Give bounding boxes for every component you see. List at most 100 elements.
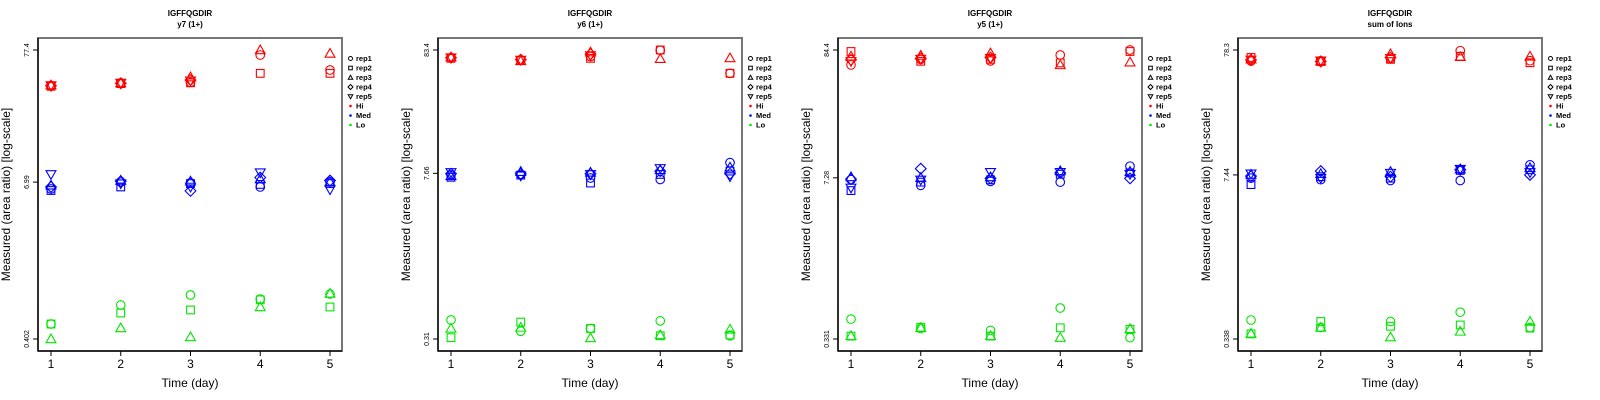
data-point-hi-rep3 [1054,58,1067,70]
panel-subtitle: y7 (1+) [177,20,203,29]
data-point-hi-rep1 [1125,45,1135,55]
data-point-med-rep5 [654,164,667,175]
data-point-lo-rep3 [1245,327,1257,338]
data-point-lo-rep3 [724,323,736,334]
y-axis-label: Measured (area ratio) [log-scale] [799,108,813,281]
data-point-lo-rep1 [655,316,666,326]
legend-triangle-down-icon [347,94,354,100]
data-point-hi-rep5 [1245,55,1257,66]
data-point-lo-rep3 [1454,325,1467,336]
data-point-med-rep2 [916,177,926,187]
legend-label: rep4 [1556,83,1573,92]
data-point-hi-rep1 [725,68,735,79]
data-point-med-rep4 [184,184,197,198]
data-point-hi-rep1 [846,60,856,70]
legend-dot-icon [749,104,752,108]
x-tick-label: 5 [1127,357,1134,371]
data-point-med-rep5 [1524,168,1536,179]
data-point-hi-rep3 [845,50,857,61]
x-tick-label: 4 [657,357,664,371]
legend-dot-icon [1149,114,1152,117]
data-point-hi-rep3 [445,51,457,62]
legend-diamond-icon [1547,83,1554,91]
data-point-med-rep3 [1524,161,1536,173]
data-point-lo-rep2 [446,333,456,343]
data-point-med-rep2 [846,186,856,195]
legend-diamond-icon [747,83,754,91]
data-point-hi-rep5 [445,53,457,64]
data-point-hi-rep3 [114,77,127,88]
legend-label: Lo [1156,121,1166,130]
panel-subtitle: sum of Ions [1368,20,1413,29]
data-point-hi-rep3 [1124,56,1136,67]
x-tick-label: 2 [517,357,524,371]
legend-label: rep5 [1156,92,1172,101]
legend-label: rep1 [1556,54,1572,63]
data-point-hi-rep2 [586,53,595,63]
data-point-hi-rep1 [1455,45,1466,56]
data-point-hi-rep5 [584,51,597,62]
data-point-lo-rep3 [584,331,597,343]
legend-label: rep5 [1556,92,1572,101]
data-point-hi-rep2 [725,68,735,78]
data-point-lo-rep3 [1314,321,1327,332]
data-point-med-rep5 [724,172,736,183]
data-point-med-rep4 [1244,169,1258,183]
legend-triangle-down-icon [1547,94,1554,100]
data-point-hi-rep5 [845,57,857,68]
y-axis-label: Measured (area ratio) [log-scale] [1199,108,1213,281]
legend-triangle-up-icon [747,74,754,80]
x-axis-label: Time (day) [962,376,1019,390]
legend-dot-icon [1149,123,1152,127]
data-point-med-rep5 [1454,164,1467,176]
data-point-med-rep5 [1314,173,1327,185]
data-point-med-rep3 [1314,167,1327,179]
data-point-hi-rep5 [114,78,127,90]
x-tick-label: 2 [917,357,924,371]
data-point-med-rep4 [1523,168,1537,182]
data-point-med-rep5 [584,170,597,181]
y-tick-label: 6.99 [24,175,31,189]
legend-triangle-up-icon [1147,74,1154,80]
data-point-med-rep4 [984,172,997,185]
x-tick-label: 5 [327,357,334,371]
data-point-lo-rep3 [254,300,267,312]
y-tick-label: 0.402 [24,330,31,348]
data-point-lo-rep3 [114,321,127,333]
data-point-med-rep5 [114,179,127,190]
data-point-hi-rep3 [324,47,336,58]
panel-2: IGFFQGDIR y6 (1+) 1 2 3 4 5 0.31 7.66 83.4 Time (d… [399,9,773,390]
legend-triangle-down-icon [1147,94,1154,100]
data-point-med-rep2 [46,186,56,195]
data-point-med-rep5 [1124,169,1136,181]
x-axis-label: Time (day) [1362,376,1419,390]
data-point-lo-rep3 [845,329,857,341]
legend-dot-icon [1549,114,1552,117]
data-point-med-rep4 [1314,164,1327,178]
data-point-lo-rep1 [585,323,596,334]
data-point-lo-rep3 [324,287,336,298]
x-tick-label: 4 [1057,357,1064,371]
data-point-med-rep5 [324,185,336,196]
legend-circle-icon [348,56,353,61]
data-point-lo-rep3 [1054,331,1067,342]
data-point-lo-rep2 [1125,324,1135,334]
plot-frame [1237,37,1543,352]
data-point-med-rep5 [845,183,857,194]
data-point-hi-rep5 [514,55,527,67]
data-point-lo-rep3 [1384,331,1397,342]
legend-label: rep2 [756,64,772,73]
legend-square-icon [1148,65,1153,71]
x-tick-label: 5 [1527,357,1534,371]
panel-1: IGFFQGDIR y7 (1+) 1 2 3 4 5 0.402 6.99 77.4 Time (… [0,9,373,390]
data-point-hi-rep3 [1384,47,1397,59]
data-point-lo-rep2 [1246,329,1256,339]
legend-square-icon [748,65,753,71]
x-tick-label: 1 [48,357,55,371]
legend-label: Lo [356,121,366,130]
x-axis-label: Time (day) [562,376,619,390]
data-point-hi-rep5 [184,76,197,87]
legend-label: rep3 [756,73,772,82]
legend-circle-icon [748,56,753,61]
